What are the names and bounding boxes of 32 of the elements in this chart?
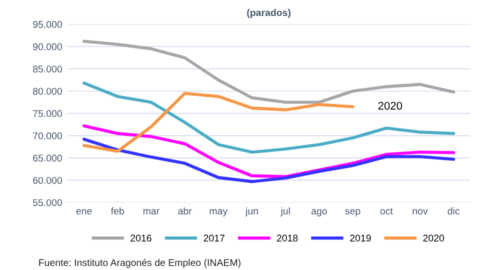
y-tick-label: 70.000	[33, 132, 62, 140]
legend-label: 2016	[130, 234, 152, 242]
y-tick-label: 65.000	[33, 154, 62, 162]
x-tick-label: oct	[380, 208, 393, 214]
source-note: Fuente: Instituto Aragonés de Empleo (INAEM)	[39, 258, 240, 268]
line-series	[82, 138, 456, 184]
y-tick-label: 80.000	[33, 88, 62, 95]
y-tick-label: 85.000	[33, 66, 62, 72]
legend-label: 2020	[423, 234, 444, 242]
x-tick-label: ago	[312, 209, 327, 216]
y-tick-label: 75.000	[33, 110, 62, 118]
x-tick-label: ene	[76, 209, 92, 214]
x-tick-label: jul	[280, 207, 290, 216]
x-tick-label: jun	[245, 207, 258, 216]
legend-label: 2017	[204, 234, 224, 242]
legend-label: 2018	[276, 234, 298, 242]
y-tick-label: 95.000	[33, 21, 62, 28]
x-tick-label: feb	[110, 207, 124, 214]
x-tick-label: sep	[345, 209, 360, 216]
x-tick-label: abr	[178, 207, 192, 214]
line-series	[82, 92, 354, 153]
x-tick-label: may	[210, 209, 228, 216]
line-series	[82, 82, 456, 154]
legend-label: 2019	[350, 234, 371, 242]
y-tick-label: 60.000	[33, 176, 62, 184]
y-tick-label: 55.000	[32, 199, 62, 206]
x-tick-label: dic	[448, 207, 460, 214]
chart-title: (parados)	[247, 8, 290, 18]
x-tick-label: mar	[143, 209, 160, 214]
annotation: 2020	[378, 102, 402, 110]
y-tick-label: 90.000	[33, 43, 62, 50]
x-tick-label: nov	[412, 209, 428, 214]
